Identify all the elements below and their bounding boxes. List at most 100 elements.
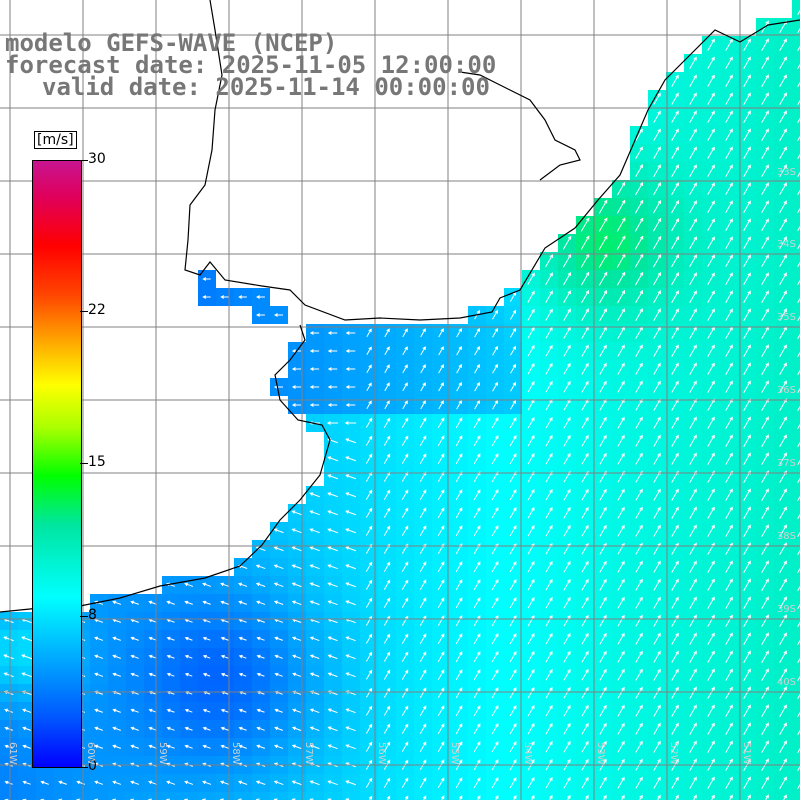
- wind-speed-cell: [792, 324, 800, 342]
- wind-arrow: [581, 704, 589, 717]
- wind-arrow: [327, 672, 338, 678]
- wind-arrow: [693, 794, 697, 800]
- wind-arrow: [797, 279, 800, 286]
- wind-arrow: [652, 235, 662, 250]
- wind-arrow: [689, 578, 697, 591]
- wind-arrow: [617, 596, 625, 609]
- wind-arrow: [617, 722, 625, 735]
- wind-arrow: [327, 546, 338, 552]
- wind-arrow: [455, 597, 463, 609]
- wind-arrow: [689, 614, 697, 627]
- wind-arrow: [273, 546, 284, 552]
- wind-arrow: [599, 704, 607, 717]
- wind-arrow: [779, 128, 787, 142]
- wind-speed-cell: [720, 792, 738, 800]
- wind-arrow: [707, 578, 715, 591]
- wind-arrow: [599, 650, 607, 663]
- wind-arrow: [797, 387, 800, 394]
- wind-arrow: [779, 686, 787, 700]
- wind-arrow: [779, 146, 787, 160]
- wind-arrow: [635, 776, 643, 789]
- wind-arrow: [779, 776, 787, 790]
- wind-arrow: [545, 344, 553, 357]
- wind-arrow: [238, 708, 247, 713]
- wind-arrow: [653, 632, 661, 645]
- wind-arrow: [437, 741, 445, 753]
- wind-arrow: [455, 561, 463, 573]
- wind-arrow: [743, 380, 751, 393]
- wind-arrow: [256, 708, 265, 713]
- wind-arrow: [455, 651, 463, 663]
- wind-arrow: [220, 780, 230, 785]
- wind-arrow: [256, 672, 265, 677]
- wind-arrow: [656, 794, 661, 800]
- wind-arrow: [761, 416, 769, 429]
- wind-arrow: [581, 722, 589, 735]
- lon-label: 55W: [449, 742, 460, 765]
- wind-arrow: [383, 669, 391, 680]
- wind-speed-cell: [792, 162, 800, 180]
- wind-arrow: [689, 236, 697, 250]
- wind-arrow: [510, 327, 517, 338]
- wind-arrow: [581, 740, 589, 753]
- wind-arrow: [617, 308, 625, 322]
- wind-arrow: [384, 400, 390, 410]
- wind-arrow: [4, 726, 13, 731]
- wind-arrow: [671, 182, 679, 196]
- wind-arrow: [94, 726, 103, 731]
- wind-arrow: [491, 417, 499, 429]
- wind-speed-cell: [792, 504, 800, 522]
- wind-arrow: [743, 776, 751, 789]
- wind-arrow: [725, 416, 733, 429]
- wind-arrow: [366, 723, 373, 734]
- wind-arrow: [743, 434, 751, 447]
- wind-arrow: [384, 382, 390, 392]
- wind-arrow: [291, 385, 302, 389]
- wind-arrow: [797, 495, 800, 502]
- colorbar-label: 22: [88, 302, 106, 318]
- wind-arrow: [474, 345, 480, 356]
- wind-arrow: [309, 331, 320, 335]
- wind-arrow: [491, 525, 499, 537]
- wind-arrow: [725, 254, 733, 267]
- wind-arrow: [473, 651, 481, 663]
- lon-label: 57W: [303, 742, 314, 765]
- wind-arrow: [383, 417, 391, 428]
- wind-arrow: [527, 776, 535, 789]
- wind-arrow: [707, 632, 715, 645]
- wind-arrow: [779, 38, 787, 52]
- wind-arrow: [184, 744, 193, 749]
- wind-arrow: [599, 776, 607, 789]
- wind-arrow: [653, 308, 661, 322]
- wind-arrow: [4, 708, 14, 713]
- wind-arrow: [473, 669, 481, 681]
- wind-arrow: [635, 632, 643, 645]
- wind-arrow: [725, 506, 733, 519]
- lat-label: 36S: [776, 385, 796, 396]
- wind-arrow: [653, 722, 661, 735]
- wind-speed-cell: [792, 612, 800, 630]
- wind-speed-cell: [522, 792, 540, 800]
- wind-arrow: [220, 744, 229, 749]
- wind-arrow: [309, 636, 320, 642]
- wind-arrow: [725, 650, 733, 663]
- wind-arrow: [635, 650, 643, 663]
- wind-arrow: [671, 560, 679, 573]
- wind-arrow: [491, 723, 499, 735]
- wind-arrow: [202, 708, 211, 713]
- wind-arrow: [621, 794, 625, 800]
- wind-arrow: [545, 380, 553, 393]
- wind-arrow: [366, 400, 372, 410]
- wind-arrow: [671, 308, 679, 321]
- wind-arrow: [309, 510, 320, 516]
- wind-arrow: [725, 92, 733, 105]
- wind-arrow: [309, 600, 320, 606]
- wind-arrow: [779, 578, 787, 592]
- wind-arrow: [94, 744, 104, 749]
- wind-arrow: [419, 723, 427, 734]
- wind-arrow: [491, 741, 499, 753]
- wind-arrow: [563, 434, 571, 447]
- wind-arrow: [291, 528, 302, 534]
- wind-arrow: [743, 56, 751, 69]
- wind-arrow: [635, 668, 643, 681]
